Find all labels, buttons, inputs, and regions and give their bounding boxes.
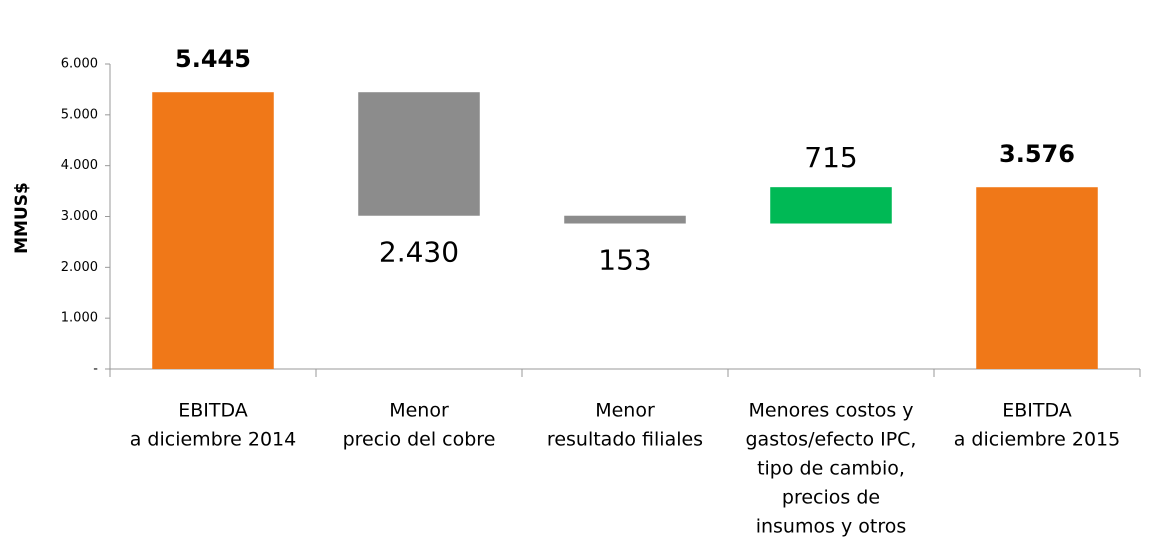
value-label: 153: [598, 244, 651, 277]
bar: [358, 92, 480, 216]
value-label: 5.445: [175, 45, 251, 73]
y-tick-label: 2.000: [61, 260, 98, 275]
x-tick-label: tipo de cambio,: [757, 458, 905, 480]
y-tick-label: 4.000: [61, 158, 98, 173]
value-label: 3.576: [999, 140, 1075, 168]
value-label: 715: [804, 141, 857, 174]
x-tick-label: precio del cobre: [343, 429, 496, 451]
y-tick-label: 6.000: [61, 57, 98, 72]
x-tick-label: Menor: [389, 400, 449, 422]
bar: [770, 187, 892, 224]
value-label: 2.430: [379, 236, 459, 269]
y-tick-label: -: [93, 362, 98, 377]
y-axis-label: MMUS$: [12, 182, 32, 254]
x-tick-label: precios de: [782, 487, 880, 509]
x-tick-label: a diciembre 2015: [954, 429, 1120, 451]
bar: [976, 187, 1098, 369]
bar: [564, 215, 686, 224]
x-tick-label: resultado filiales: [547, 429, 703, 451]
bar: [152, 92, 274, 370]
y-tick-label: 1.000: [61, 311, 98, 326]
x-tick-label: gastos/efecto IPC,: [746, 429, 917, 451]
x-tick-label: Menor: [595, 400, 655, 422]
x-tick-label: EBITDA: [1002, 400, 1072, 422]
x-tick-label: a diciembre 2014: [130, 429, 296, 451]
x-tick-label: Menores costos y: [749, 400, 914, 422]
y-tick-label: 3.000: [61, 209, 98, 224]
x-tick-label: EBITDA: [178, 400, 248, 422]
y-tick-label: 5.000: [61, 107, 98, 122]
x-tick-label: insumos y otros: [756, 516, 907, 538]
